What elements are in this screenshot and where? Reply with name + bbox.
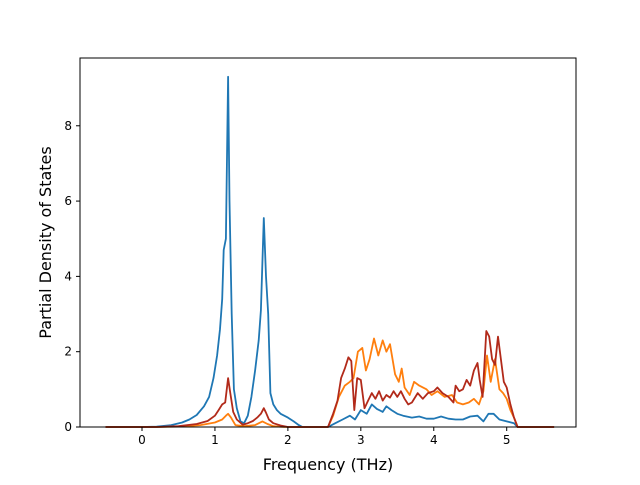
x-tick-label: 3 [357, 433, 365, 447]
series-line-2 [105, 337, 555, 428]
y-tick-label: 0 [64, 420, 72, 434]
y-tick-label: 8 [64, 119, 72, 133]
y-axis-ticks: 0 2 4 6 8 [64, 119, 80, 434]
series-lines [105, 75, 555, 428]
y-tick-label: 4 [64, 269, 72, 283]
x-tick-label: 5 [503, 433, 511, 447]
x-tick-label: 1 [211, 433, 219, 447]
x-axis-label: Frequency (THz) [263, 455, 393, 474]
y-tick-label: 6 [64, 194, 72, 208]
y-tick-label: 2 [64, 345, 72, 359]
y-axis-label: Partial Density of States [36, 146, 55, 338]
plot-frame [79, 57, 577, 428]
series-line-1 [105, 75, 555, 428]
x-tick-label: 4 [430, 433, 438, 447]
series-line-3 [105, 330, 555, 428]
x-tick-label: 0 [138, 433, 146, 447]
x-tick-label: 2 [284, 433, 292, 447]
x-axis-ticks: 0 1 2 3 4 5 [138, 427, 511, 447]
